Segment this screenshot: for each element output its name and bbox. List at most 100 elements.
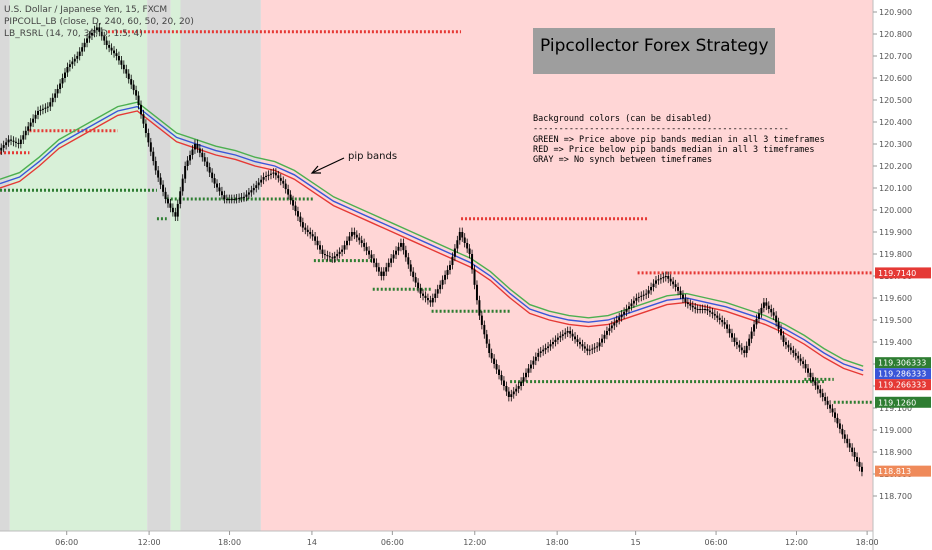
candle-body [287, 189, 290, 195]
candle-body [765, 302, 768, 306]
candle-body [559, 335, 562, 338]
candle-body [414, 277, 417, 283]
candle-body [73, 58, 76, 62]
x-tick-label: 06:00 [381, 538, 404, 547]
candle-body [603, 334, 606, 339]
candle-body [397, 246, 400, 251]
candle-body [2, 145, 5, 148]
candle-body [240, 197, 243, 199]
candle-body [782, 335, 785, 342]
candle-body [289, 194, 292, 201]
candle-body [115, 53, 118, 56]
candle-body [296, 211, 299, 217]
candle-body [483, 324, 486, 335]
indicator-rsrl-label[interactable]: LB_RSRL (14, 70, 30, D, 1.5, 4) [4, 29, 143, 39]
candle-body [358, 237, 361, 241]
price-tag [875, 379, 931, 391]
candle-body [12, 140, 15, 142]
candle-body [748, 338, 751, 346]
candle-body [93, 30, 96, 33]
candle-body [520, 381, 523, 386]
candle-body [662, 277, 665, 279]
candle-body [507, 391, 510, 397]
candle-body [257, 182, 260, 186]
candle-body [431, 298, 434, 303]
candle-body [424, 295, 427, 298]
candle-body [478, 300, 481, 316]
candle-body [466, 243, 469, 249]
candle-body [24, 130, 27, 136]
x-tick-label: 12:00 [138, 538, 161, 547]
candle-body [117, 56, 120, 61]
candle-body [225, 199, 228, 200]
candle-body [147, 133, 150, 143]
candle-body [574, 336, 577, 340]
candle-body [103, 36, 106, 41]
background-zone-green [9, 0, 148, 531]
y-tick-label: 119.500 [879, 316, 912, 325]
candle-body [328, 256, 331, 258]
strategy-title-box [533, 28, 775, 74]
y-tick-label: 120.200 [879, 162, 912, 171]
candle-body [640, 295, 643, 297]
candle-body [63, 72, 66, 78]
candle-body [510, 394, 513, 397]
candle-body [689, 304, 692, 306]
candle-body [547, 346, 550, 349]
candle-body [605, 331, 608, 335]
candle-body [667, 276, 670, 279]
candle-body [68, 64, 71, 67]
candle-body [735, 342, 738, 345]
candle-body [542, 349, 545, 352]
candle-body [657, 279, 660, 281]
candle-body [331, 257, 334, 259]
legend-line-red: RED => Price below pip bands median in a… [533, 145, 814, 155]
candle-body [108, 45, 111, 48]
candle-body [306, 229, 309, 232]
candle-body [826, 400, 829, 405]
price-tag-label: 118.813 [878, 467, 911, 476]
x-tick-label: 12:00 [785, 538, 808, 547]
candle-body [125, 69, 128, 74]
candle-body [34, 114, 37, 119]
candle-body [632, 300, 635, 304]
candle-body [71, 61, 74, 65]
candle-body [448, 265, 451, 270]
price-axis[interactable]: 120.900 120.800 120.700 120.600 120.500 120.4… [873, 8, 912, 501]
candle-body [382, 271, 385, 276]
candle-body [696, 309, 699, 310]
candle-body [142, 114, 145, 124]
candle-body [787, 344, 790, 348]
candle-body [14, 141, 17, 143]
candle-body [385, 267, 388, 272]
candle-body [203, 157, 206, 162]
candle-body [368, 250, 371, 255]
candle-body [402, 243, 405, 251]
candle-body [792, 350, 795, 353]
candle-body [723, 322, 726, 325]
candle-body [551, 342, 554, 345]
candle-body [262, 177, 265, 180]
candle-body [711, 312, 714, 314]
background-zone-red [260, 0, 874, 531]
candle-body [363, 243, 366, 247]
candle-body [694, 307, 697, 309]
time-axis[interactable]: 06:00 12:00 18:00 14 06:00 12:00 18:00 15 06:00 1… [55, 531, 879, 547]
candle-body [309, 232, 312, 235]
candle-body [216, 183, 219, 188]
candle-body [417, 282, 420, 289]
candle-body [100, 31, 103, 37]
candle-body [458, 232, 461, 241]
indicator-pipcoll-label[interactable]: PIPCOLL_LB (close, D, 240, 60, 50, 20, 2… [4, 17, 194, 27]
candle-body [679, 290, 682, 295]
candle-body [495, 364, 498, 370]
candle-body [380, 271, 383, 276]
symbol-title[interactable]: U.S. Dollar / Japanese Yen, 15, FXCM [4, 5, 167, 15]
candle-body [750, 331, 753, 339]
candle-body [299, 216, 302, 223]
candle-body [701, 309, 704, 310]
x-tick-label: 06:00 [55, 538, 78, 547]
candle-body [760, 307, 763, 314]
candle-body [733, 337, 736, 342]
